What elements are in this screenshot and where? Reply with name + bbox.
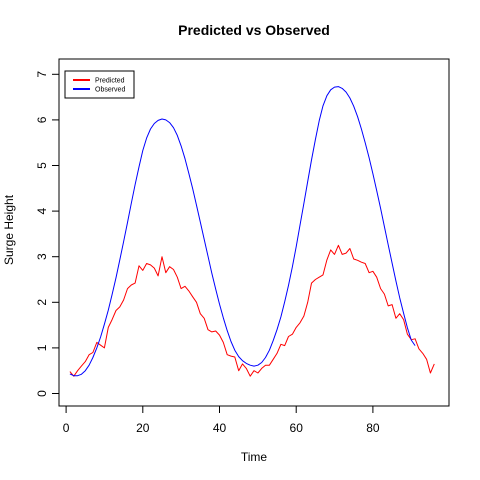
legend: Predicted Observed	[64, 70, 135, 99]
y-tick-label: 3	[35, 253, 49, 260]
y-tick-label: 0	[35, 390, 49, 397]
x-axis-title: Time	[241, 450, 268, 464]
y-tick-label: 5	[35, 162, 49, 169]
series-line-predicted	[69, 244, 435, 377]
x-tick-label: 40	[213, 421, 227, 435]
y-axis: 0 1 2 3 4 5 6 7	[35, 71, 60, 397]
series-line-observed	[69, 86, 416, 377]
y-tick-label: 1	[35, 344, 49, 351]
x-tick-label: 20	[136, 421, 150, 435]
y-axis-title: Surge Height	[2, 194, 16, 265]
y-tick-label: 2	[35, 299, 49, 306]
series-layer	[69, 86, 435, 377]
x-tick-label: 0	[63, 421, 70, 435]
x-tick-label: 60	[290, 421, 304, 435]
legend-label-observed: Observed	[95, 87, 125, 94]
y-tick-label: 7	[35, 71, 49, 78]
legend-label-predicted: Predicted	[95, 78, 125, 85]
x-tick-label: 80	[366, 421, 380, 435]
y-tick-label: 6	[35, 116, 49, 123]
x-axis: 0 20 40 60 80	[63, 405, 380, 435]
chart-title: Predicted vs Observed	[178, 22, 330, 38]
y-tick-label: 4	[35, 207, 49, 214]
legend-box	[64, 70, 135, 99]
